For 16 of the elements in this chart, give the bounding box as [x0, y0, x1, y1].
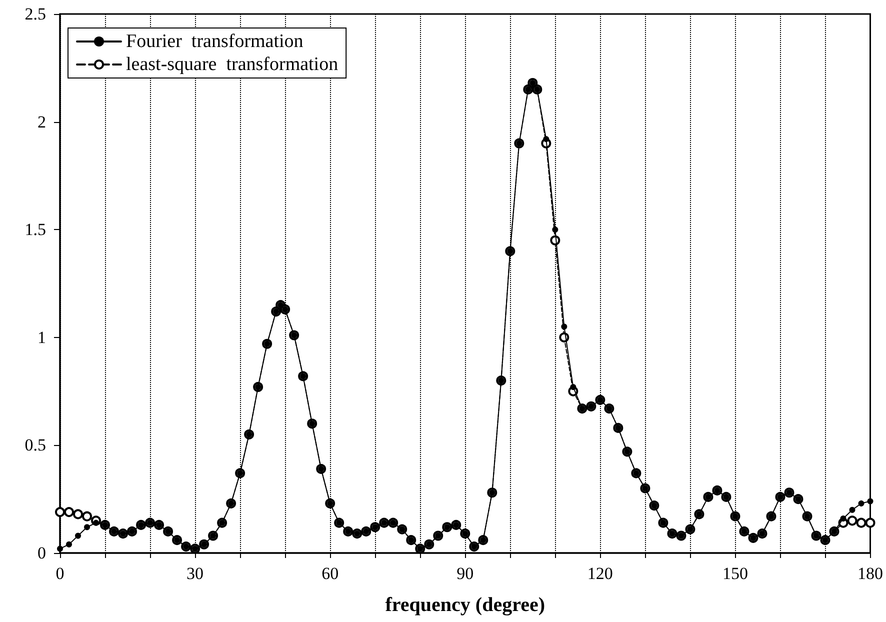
- y-tick-label: 1.5: [24, 220, 46, 240]
- x-tick-label: 120: [587, 564, 613, 583]
- x-tick-label: 30: [186, 564, 204, 583]
- y-tick-label: 0: [38, 544, 46, 562]
- legend-label: Fourier transformation: [126, 31, 304, 52]
- y-tick-label: 2.5: [24, 4, 46, 24]
- x-tick-label: 0: [56, 564, 64, 583]
- y-tick-label: 1: [38, 328, 46, 347]
- x-tick-label: 180: [858, 564, 883, 583]
- x-tick-label: 90: [456, 564, 474, 583]
- x-tick-label: 150: [722, 564, 748, 583]
- y-tick-label: 2: [38, 112, 46, 132]
- x-axis-title: frequency (degree): [385, 594, 546, 616]
- x-tick-label: 60: [322, 564, 339, 583]
- y-tick-label: 0.5: [24, 436, 46, 455]
- legend-label: least-square transformation: [126, 54, 339, 75]
